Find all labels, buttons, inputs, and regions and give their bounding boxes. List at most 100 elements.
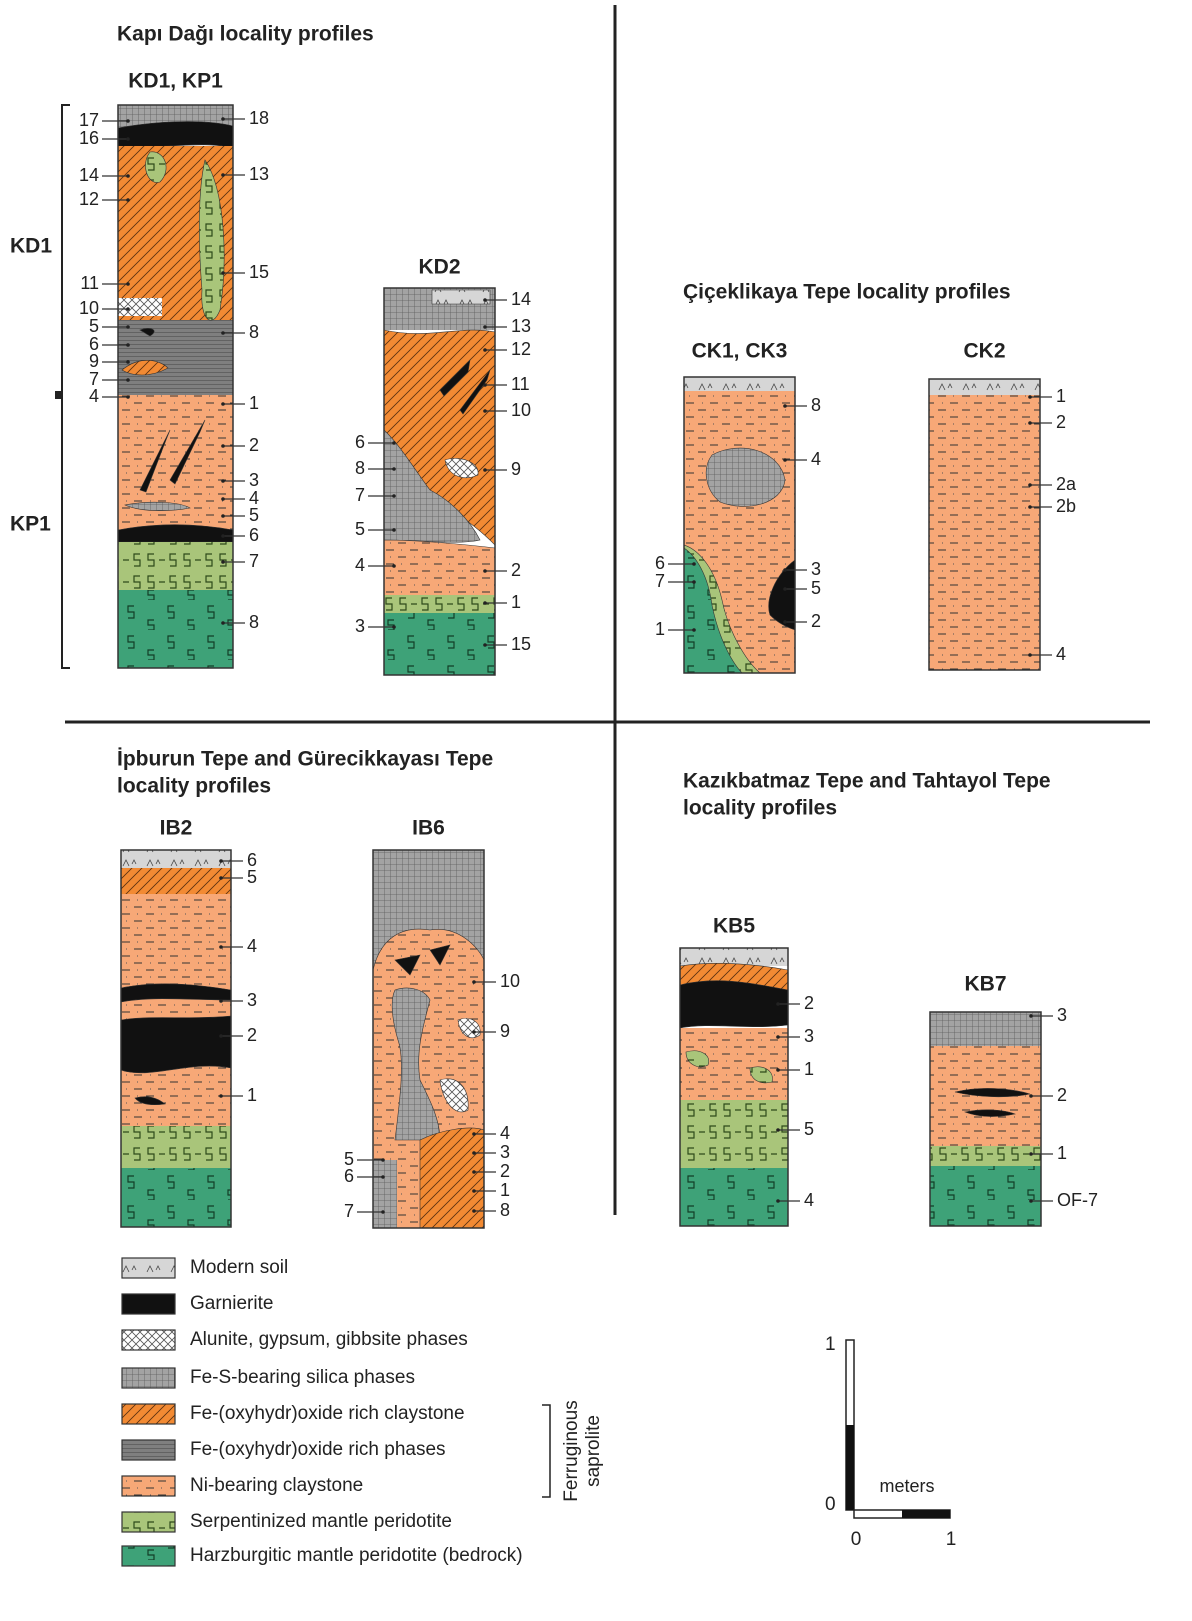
sample-label: 14: [79, 165, 99, 185]
layer: [118, 542, 233, 590]
sample-label: 5: [355, 519, 365, 539]
layers: [930, 1012, 1041, 1226]
layer: [685, 1050, 773, 1084]
layers: [121, 850, 231, 1227]
scale-label: 1: [946, 1529, 957, 1550]
sample-label: 4: [804, 1190, 814, 1210]
sample-label: 6: [247, 850, 257, 870]
sample-point: [392, 564, 396, 568]
sample-label: 2: [1057, 1085, 1067, 1105]
sample-point: [1028, 421, 1032, 425]
sample-label: 8: [249, 322, 259, 342]
legend-swatch: [121, 1293, 176, 1315]
column-title: IB6: [412, 817, 445, 840]
sample-label: 15: [511, 634, 531, 654]
layer: [384, 539, 495, 601]
sample-point: [776, 1002, 780, 1006]
sample-label: 4: [247, 936, 257, 956]
sample-point: [221, 479, 225, 483]
sample-point: [1028, 395, 1032, 399]
layer: [121, 850, 231, 868]
legend-label: Alunite, gypsum, gibbsite phases: [190, 1329, 468, 1350]
sample-label: 12: [79, 189, 99, 209]
sample-point: [483, 325, 487, 329]
scale-label: 1: [825, 1334, 836, 1355]
sample-point: [219, 1094, 223, 1098]
dividers: [65, 5, 1150, 1215]
sample-label: 3: [355, 616, 365, 636]
sample-label: 1: [1056, 386, 1066, 406]
sample-label: 2: [500, 1161, 510, 1181]
scale-vertical-fill: [846, 1425, 854, 1510]
sample-label: 1: [511, 592, 521, 612]
layer: [394, 944, 451, 976]
legend-label: Modern soil: [190, 1257, 288, 1278]
layer: [145, 151, 167, 183]
sample-point: [472, 1209, 476, 1213]
column-title: KD1, KP1: [128, 70, 223, 93]
legend-label: Garnierite: [190, 1293, 273, 1314]
layer: [680, 948, 788, 966]
sample-label: 7: [89, 369, 99, 389]
layer: [118, 121, 233, 149]
layers: [929, 379, 1040, 670]
sample-point: [1029, 1152, 1033, 1156]
side-label: KD1: [10, 235, 52, 258]
sample-point: [126, 307, 130, 311]
sample-label: 1: [247, 1085, 257, 1105]
sample-point: [472, 1189, 476, 1193]
bracket-tick: [55, 391, 61, 399]
column-outline: [928, 378, 1041, 671]
sample-label: OF-7: [1057, 1190, 1098, 1210]
sample-label: 3: [804, 1026, 814, 1046]
sample-point: [221, 117, 225, 121]
column-title: KB7: [964, 973, 1006, 996]
layer: [419, 1127, 484, 1228]
sample-point: [483, 569, 487, 573]
layers: [684, 377, 795, 673]
column-outline: [117, 104, 234, 669]
legend-swatch: [121, 1545, 176, 1567]
sample-point: [392, 528, 396, 532]
sample-point: [783, 458, 787, 462]
sample-point: [483, 348, 487, 352]
column-outline: [929, 1011, 1042, 1227]
layer: [121, 1015, 231, 1074]
scale-unit: meters: [879, 1476, 934, 1496]
layer: [684, 377, 795, 391]
sample-label: 2: [811, 611, 821, 631]
sample-label: 4: [249, 488, 259, 508]
sample-point: [776, 1068, 780, 1072]
layer: [199, 159, 225, 321]
sample-label: 1: [804, 1059, 814, 1079]
layer: [121, 360, 169, 376]
sample-label: 10: [79, 298, 99, 318]
sample-point: [392, 467, 396, 471]
panel-title: İpburun Tepe and Gürecikkayası Tepe: [117, 748, 493, 771]
side-label: KP1: [10, 513, 51, 536]
layer: [954, 1088, 1031, 1117]
sample-label: 2: [247, 1025, 257, 1045]
sample-label: 9: [89, 351, 99, 371]
column-title: KD2: [418, 256, 460, 279]
sample-point: [392, 625, 396, 629]
sample-point: [126, 395, 130, 399]
legend-label: Serpentinized mantle peridotite: [190, 1511, 452, 1532]
sample-point: [1029, 1094, 1033, 1098]
sample-point: [221, 444, 225, 448]
sample-point: [221, 271, 225, 275]
layer: [930, 1146, 1041, 1166]
sample-label: 10: [511, 400, 531, 420]
layer: [768, 559, 795, 631]
legend-swatch: [121, 1257, 176, 1279]
sample-point: [783, 404, 787, 408]
sample-label: 6: [249, 525, 259, 545]
sample-label: 5: [804, 1119, 814, 1139]
sample-label: 15: [249, 262, 269, 282]
sample-label: 4: [811, 449, 821, 469]
sample-point: [1029, 1014, 1033, 1018]
sample-point: [1028, 505, 1032, 509]
column-title: CK1, CK3: [692, 340, 788, 363]
